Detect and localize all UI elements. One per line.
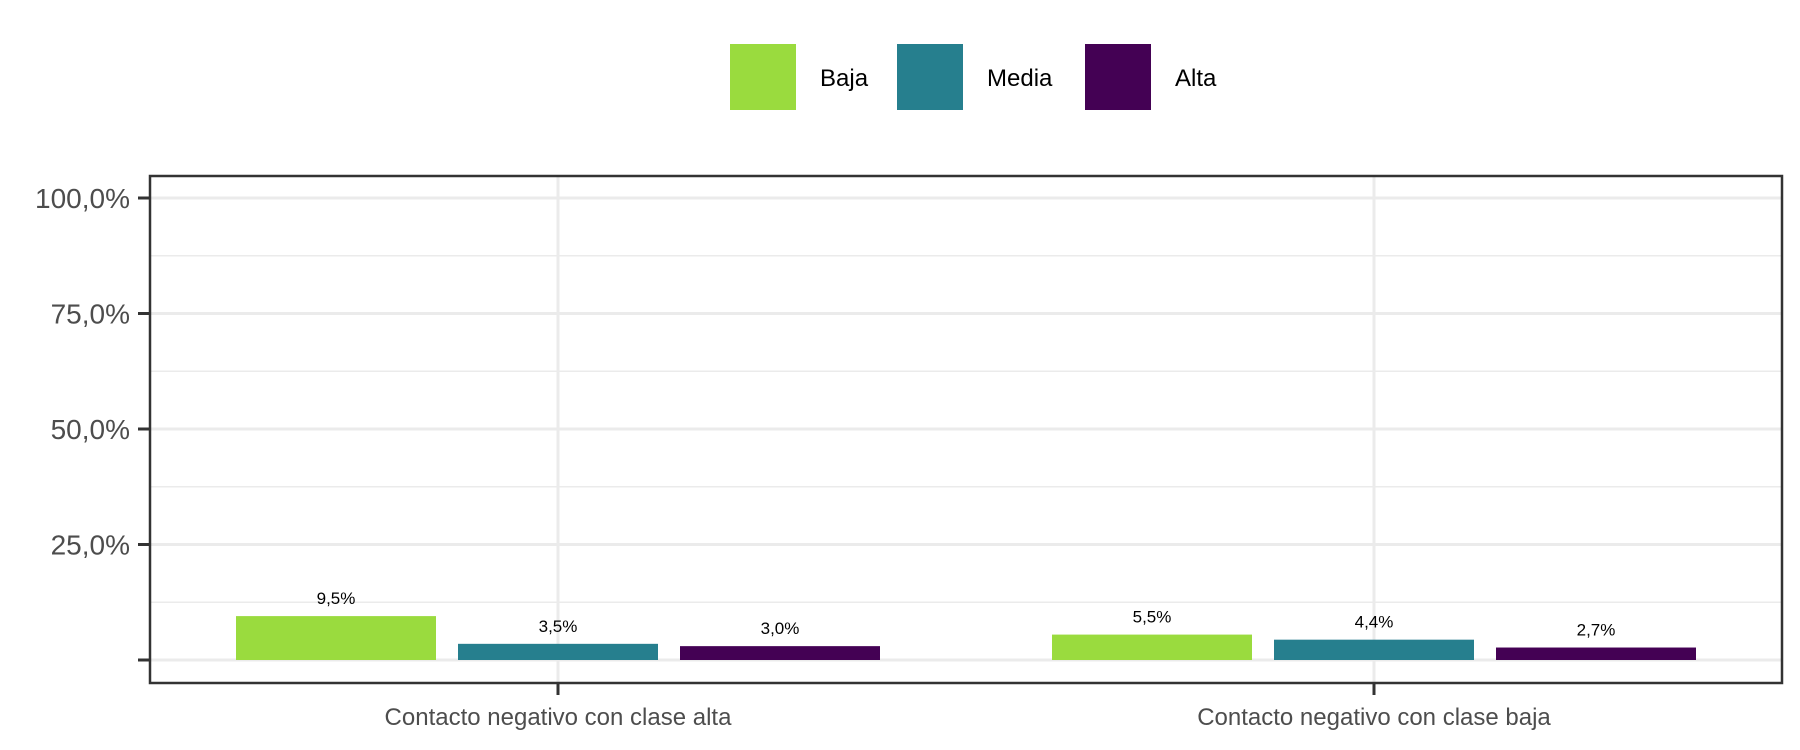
bar-value-label: 5,5%: [1133, 608, 1172, 627]
bars: [236, 616, 1696, 660]
bar-value-label: 9,5%: [317, 589, 356, 608]
y-tick-label: 100,0%: [35, 183, 130, 214]
bar-value-label: 3,0%: [761, 619, 800, 638]
y-tick-label: 75,0%: [51, 299, 130, 330]
x-tick-label: Contacto negativo con clase alta: [385, 704, 733, 731]
bar-value-label: 4,4%: [1355, 613, 1394, 632]
bar-alta: [1496, 647, 1696, 660]
legend-key-media: [897, 44, 963, 110]
plot-border: [148, 174, 1784, 685]
legend-label: Alta: [1175, 65, 1217, 92]
legend-label: Baja: [820, 65, 869, 92]
y-tick-label: 50,0%: [51, 414, 130, 445]
grid: [150, 176, 1782, 683]
x-tick-label: Contacto negativo con clase baja: [1197, 704, 1551, 731]
legend-key-alta: [1085, 44, 1151, 110]
bar-value-label: 3,5%: [539, 617, 578, 636]
bar-baja: [1052, 634, 1252, 660]
bar-alta: [680, 646, 880, 660]
x-axis: Contacto negativo con clase alta Contacto…: [385, 683, 1551, 731]
legend: Baja Media Alta: [730, 44, 1217, 110]
y-tick-label: 25,0%: [51, 530, 130, 561]
legend-label: Media: [987, 65, 1053, 92]
y-axis: 25,0% 50,0% 75,0% 100,0%: [35, 183, 150, 662]
bar-labels: 9,5% 3,5% 3,0% 5,5% 4,4% 2,7%: [317, 589, 1616, 639]
legend-key-baja: [730, 44, 796, 110]
bar-media: [458, 643, 658, 660]
bar-media: [1274, 639, 1474, 660]
bar-baja: [236, 616, 436, 660]
bar-value-label: 2,7%: [1577, 621, 1616, 640]
